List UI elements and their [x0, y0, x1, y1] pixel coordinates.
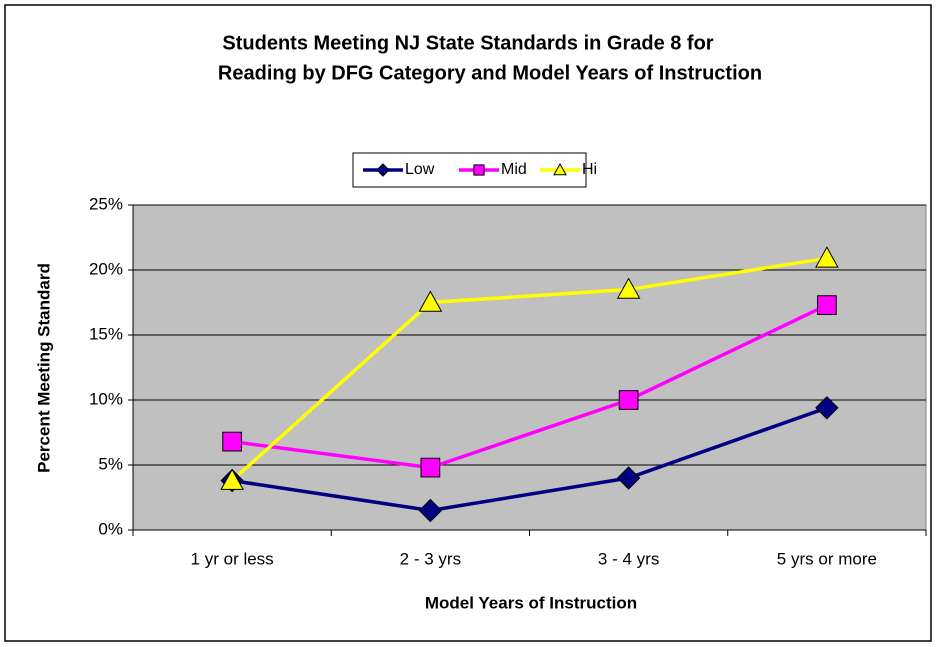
plot-area	[132, 204, 927, 531]
series-line	[230, 256, 828, 482]
marker	[815, 396, 839, 420]
chart-title: Reading by DFG Category and Model Years …	[218, 62, 762, 84]
marker	[616, 466, 641, 490]
series-line	[231, 406, 828, 513]
marker	[222, 431, 242, 452]
marker	[553, 162, 567, 176]
y-tick-label: 0%	[98, 519, 123, 538]
marker	[616, 277, 641, 299]
marker	[220, 468, 244, 490]
legend-label: Mid	[501, 161, 527, 178]
marker	[420, 457, 441, 478]
marker	[418, 290, 443, 312]
marker	[618, 390, 639, 410]
legend-label: Hi	[582, 161, 597, 178]
marker	[815, 246, 839, 268]
y-tick-label: 25%	[89, 194, 123, 213]
marker	[473, 164, 485, 176]
y-axis-title: Percent Meeting Standard	[34, 263, 53, 473]
x-tick-label: 2 - 3 yrs	[400, 549, 461, 568]
y-tick-label: 10%	[89, 389, 123, 408]
series-line	[231, 303, 828, 470]
x-tick-label: 1 yr or less	[191, 549, 274, 568]
marker	[817, 295, 837, 315]
y-tick-label: 5%	[98, 454, 123, 473]
chart-title: Students Meeting NJ State Standards in G…	[222, 32, 713, 54]
x-tick-label: 3 - 4 yrs	[598, 549, 659, 568]
y-tick-label: 20%	[89, 259, 123, 278]
x-tick-label: 5 yrs or more	[777, 549, 877, 568]
marker	[418, 498, 443, 523]
x-axis-title: Model Years of Instruction	[425, 593, 637, 612]
marker	[376, 163, 390, 177]
y-tick-label: 15%	[89, 324, 123, 343]
legend-label: Low	[405, 161, 435, 178]
